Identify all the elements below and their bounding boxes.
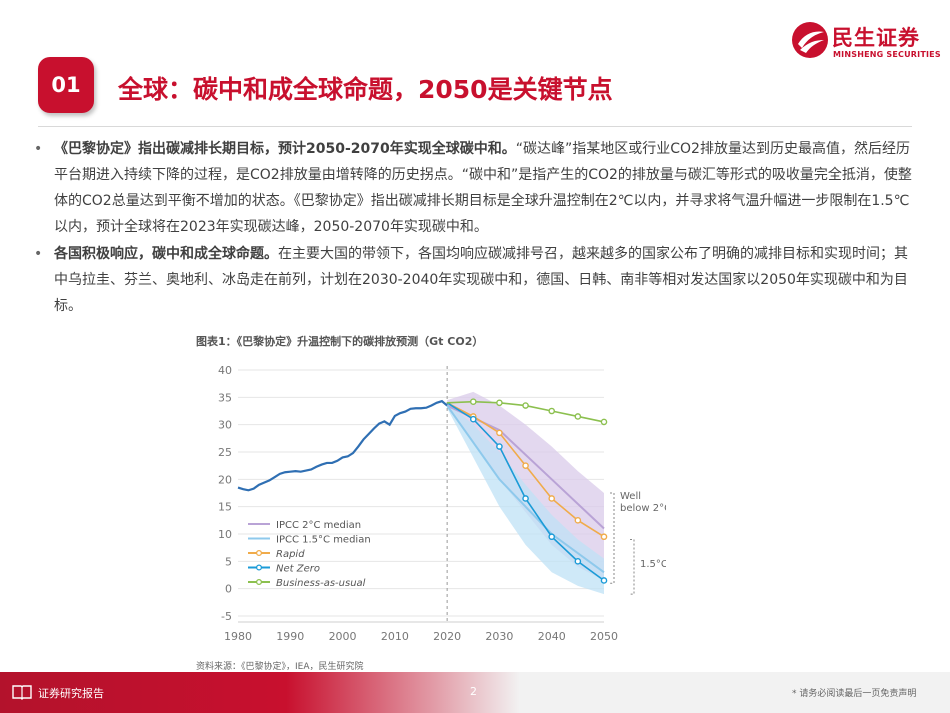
bullet-body-text: “碳达峰”指某地区或行业CO2排放量达到历史最高值，然后经历平台期进入持续下降的… [54, 141, 912, 235]
series-point [496, 399, 503, 407]
legend-label: IPCC 2°C median [276, 520, 361, 531]
emissions-forecast-chart: -5 0 5 10 15 20 25 30 35 40 1980 1990 2000 2010 2020 20… [218, 364, 666, 643]
series-line [446, 404, 605, 574]
bullet-body-text: 在主要大国的带领下，各国均响应碳减排号召，越来越多的国家公布了明确的减排目标和实… [54, 246, 908, 314]
bullet-bold-lead: 《巴黎协定》指出碳减排长期目标，预计2050-2070年实现全球碳中和。 [54, 141, 516, 157]
x-tick-label: 2050 [590, 630, 618, 643]
x-tick-label: 2040 [538, 630, 566, 643]
x-tick-label: 2010 [381, 630, 409, 643]
legend-label: Business-as-usual [276, 578, 366, 589]
page-number: 2 [470, 685, 477, 698]
annotation-bracket [610, 492, 615, 584]
y-tick-label: -5 [221, 610, 232, 623]
bullet-dot-icon: • [34, 141, 43, 157]
annotation-bracket [630, 538, 635, 595]
annotation-label: 1.5°C [640, 559, 666, 570]
x-tick-label: 1990 [276, 630, 304, 643]
series-point [548, 533, 556, 541]
series-point [496, 429, 503, 437]
series-point [600, 533, 608, 541]
bullet-item-paris-agreement: • 《巴黎协定》指出碳减排长期目标，预计2050-2070年实现全球碳中和。“碳… [32, 136, 912, 240]
y-tick-label: 30 [218, 419, 232, 432]
page-title: 全球：碳中和成全球命题，2050是关键节点 [118, 75, 613, 104]
logo-chinese-name: 民生证券 [832, 26, 920, 50]
y-tick-label: 20 [218, 473, 232, 486]
footer-report-label: 证券研究报告 [38, 687, 104, 700]
series-point [548, 495, 556, 502]
bullet-dot-icon: • [34, 246, 43, 262]
series-point [522, 495, 529, 502]
minsheng-logo-icon [792, 22, 828, 58]
bullet-item-countries: • 各国积极响应，碳中和成全球命题。在主要大国的带领下，各国均响应碳减排号召，越… [32, 241, 912, 319]
y-tick-label: 10 [218, 528, 232, 541]
y-tick-label: 25 [218, 446, 232, 459]
figure-title: 图表1：《巴黎协定》升温控制下的碳排放预测（Gt CO2） [196, 335, 484, 348]
x-tick-label: 2020 [433, 630, 461, 643]
series-point [469, 398, 477, 406]
legend-label: IPCC 1.5°C median [276, 535, 371, 546]
title-divider [38, 126, 912, 127]
series-point [469, 415, 477, 423]
series-point [496, 443, 503, 450]
series-point [574, 413, 582, 420]
bullet-list: • 《巴黎协定》指出碳减排长期目标，预计2050-2070年实现全球碳中和。“碳… [32, 136, 912, 320]
legend-marker [255, 578, 263, 586]
footer-disclaimer: * 请务必阅读最后一页免责声明 [792, 689, 917, 699]
legend-label: Rapid [276, 549, 305, 560]
historical-emissions-line [237, 399, 448, 492]
footer-accent [0, 672, 520, 713]
y-tick-label: 40 [218, 364, 232, 377]
brand-logo: 民生证券 MINSHENG SECURITIES [790, 20, 941, 64]
legend-label: Net Zero [276, 564, 320, 575]
x-tick-label: 2000 [329, 630, 357, 643]
y-tick-label: 35 [218, 391, 232, 404]
logo-english-name: MINSHENG SECURITIES [833, 50, 941, 59]
series-point [548, 407, 556, 415]
series-point [574, 558, 582, 565]
y-tick-label: 0 [225, 583, 232, 596]
figure-source: 资料来源：《巴黎协定》，IEA，民生研究院 [196, 662, 364, 672]
legend-marker [255, 549, 263, 557]
bullet-bold-lead: 各国积极响应，碳中和成全球命题。 [54, 246, 278, 262]
series-point [574, 517, 582, 524]
series-point [522, 402, 529, 409]
annotation-label: Well [620, 491, 641, 502]
book-icon [12, 685, 32, 700]
annotation-label: below 2°C [620, 503, 666, 514]
series-point [600, 418, 608, 426]
legend-marker [255, 564, 263, 571]
x-tick-label: 1980 [224, 630, 252, 643]
y-tick-label: 5 [225, 555, 232, 568]
section-number-badge: 01 [38, 57, 94, 113]
series-point [522, 462, 529, 469]
series-point [600, 577, 608, 584]
y-tick-label: 15 [218, 501, 232, 514]
x-tick-label: 2030 [485, 630, 513, 643]
